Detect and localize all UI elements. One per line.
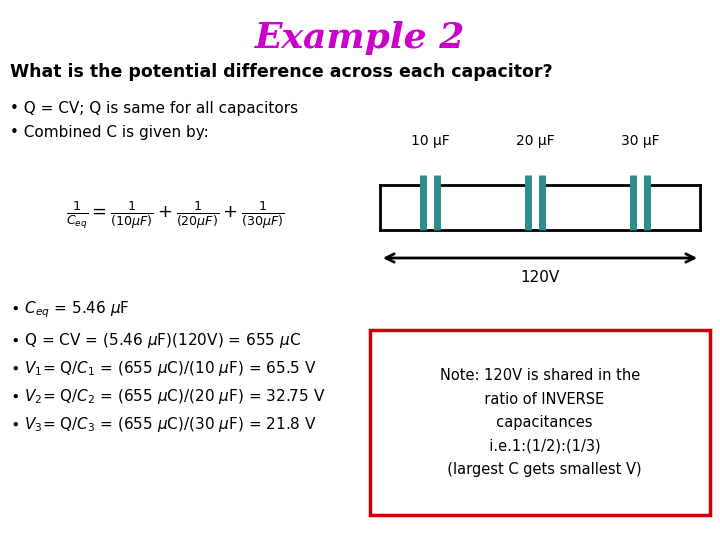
Text: • Q = CV; Q is same for all capacitors: • Q = CV; Q is same for all capacitors (10, 100, 298, 116)
Text: 10 μF: 10 μF (410, 134, 449, 148)
Text: Example 2: Example 2 (255, 21, 465, 55)
Text: $\bullet$ $V_2$= Q/$C_2$ = (655 $\mu$C)/(20 $\mu$F) = 32.75 V: $\bullet$ $V_2$= Q/$C_2$ = (655 $\mu$C)/… (10, 387, 325, 406)
Text: $\bullet$ $V_1$= Q/$C_1$ = (655 $\mu$C)/(10 $\mu$F) = 65.5 V: $\bullet$ $V_1$= Q/$C_1$ = (655 $\mu$C)/… (10, 359, 317, 377)
Text: $\bullet$ Q = CV = (5.46 $\mu$F)(120V) = 655 $\mu$C: $\bullet$ Q = CV = (5.46 $\mu$F)(120V) =… (10, 330, 301, 349)
Text: $\bullet$ $C_{eq}$ = 5.46 $\mu$F: $\bullet$ $C_{eq}$ = 5.46 $\mu$F (10, 300, 130, 320)
Bar (370, 330, 710, 515)
Text: • Combined C is given by:: • Combined C is given by: (10, 125, 209, 139)
Text: What is the potential difference across each capacitor?: What is the potential difference across … (10, 63, 553, 81)
Text: Note: 120V is shared in the
  ratio of INVERSE
  capacitances
  i.e.1:(1/2):(1/3: Note: 120V is shared in the ratio of INV… (438, 368, 642, 477)
Text: $\frac{1}{C_{eq}}=\frac{1}{(10\mu F)}+\frac{1}{(20\mu F)}+\frac{1}{(30\mu F)}$: $\frac{1}{C_{eq}}=\frac{1}{(10\mu F)}+\f… (66, 199, 284, 231)
Text: $\bullet$ $V_3$= Q/$C_3$ = (655 $\mu$C)/(30 $\mu$F) = 21.8 V: $\bullet$ $V_3$= Q/$C_3$ = (655 $\mu$C)/… (10, 415, 316, 434)
Text: 30 μF: 30 μF (621, 134, 660, 148)
Text: 20 μF: 20 μF (516, 134, 554, 148)
Text: 120V: 120V (521, 271, 559, 286)
